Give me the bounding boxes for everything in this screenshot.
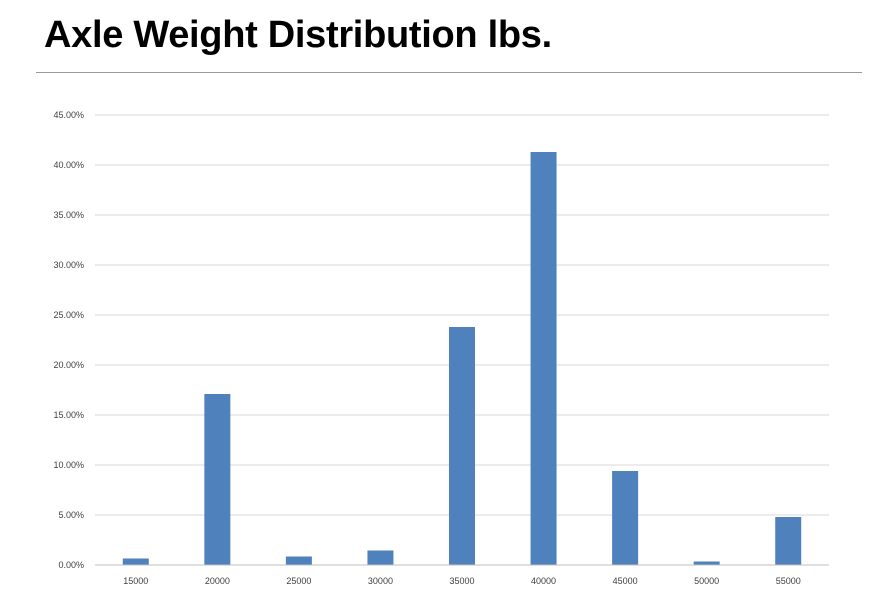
y-tick-label: 25.00% xyxy=(53,310,84,320)
slide-title: Axle Weight Distribution lbs. xyxy=(44,14,552,56)
x-axis-tick-labels: 15000 20000 25000 30000 35000 40000 45000 50000… xyxy=(123,576,800,586)
y-tick-label: 15.00% xyxy=(53,410,84,420)
x-tick-label: 40000 xyxy=(531,576,556,586)
bar-20000 xyxy=(204,394,231,565)
bars xyxy=(122,152,802,565)
x-tick-label: 25000 xyxy=(286,576,311,586)
y-tick-label: 30.00% xyxy=(53,260,84,270)
x-tick-label: 50000 xyxy=(694,576,719,586)
bar-50000 xyxy=(693,561,720,565)
bar-30000 xyxy=(367,550,394,565)
y-axis-tick-labels: 0.00% 5.00% 10.00% 15.00% 20.00% 25.00% 30.00%… xyxy=(53,110,84,570)
y-tick-label: 5.00% xyxy=(58,510,84,520)
x-tick-label: 20000 xyxy=(205,576,230,586)
y-tick-label: 35.00% xyxy=(53,210,84,220)
x-tick-label: 55000 xyxy=(776,576,801,586)
y-tick-label: 10.00% xyxy=(53,460,84,470)
bar-55000 xyxy=(775,517,802,565)
title-divider xyxy=(36,72,862,73)
x-tick-label: 45000 xyxy=(613,576,638,586)
bar-15000 xyxy=(122,558,149,565)
bar-25000 xyxy=(285,556,312,565)
bar-40000 xyxy=(530,152,557,565)
y-tick-label: 40.00% xyxy=(53,160,84,170)
x-tick-label: 15000 xyxy=(123,576,148,586)
bar-35000 xyxy=(449,327,475,565)
y-tick-label: 45.00% xyxy=(53,110,84,120)
bar-45000 xyxy=(612,471,639,565)
x-tick-label: 30000 xyxy=(368,576,393,586)
y-tick-label: 20.00% xyxy=(53,360,84,370)
x-tick-label: 35000 xyxy=(449,576,474,586)
y-tick-label: 0.00% xyxy=(58,560,84,570)
